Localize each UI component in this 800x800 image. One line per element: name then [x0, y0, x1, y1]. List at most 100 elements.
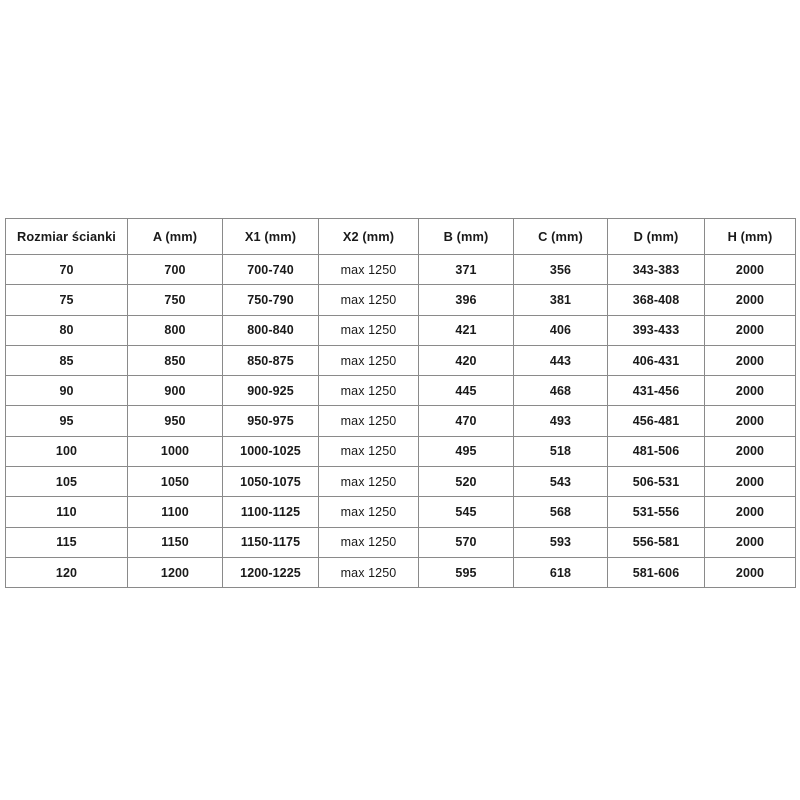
cell-r4-c0: 90	[5, 375, 128, 407]
cell-r5-c5: 493	[513, 405, 608, 437]
cell-r7-c5: 543	[513, 466, 608, 498]
cell-r5-c7: 2000	[704, 405, 796, 437]
cell-r5-c2: 950-975	[222, 405, 319, 437]
cell-r2-c6: 393-433	[607, 314, 705, 346]
table-body: 70 700 700-740 max 1250 371 356 343-383 2000 75 7…	[5, 253, 796, 589]
cell-r10-c1: 1200	[127, 556, 223, 589]
cell-r4-c3: max 1250	[318, 375, 419, 407]
cell-r7-c2: 1050-1075	[222, 466, 319, 498]
cell-r8-c1: 1100	[127, 496, 223, 528]
cell-r8-c0: 110	[5, 496, 128, 528]
cell-r9-c0: 115	[5, 526, 128, 558]
cell-r10-c0: 120	[5, 556, 128, 589]
cell-r7-c4: 520	[418, 466, 514, 498]
cell-r1-c3: max 1250	[318, 284, 419, 316]
cell-r1-c1: 750	[127, 284, 223, 316]
cell-r8-c5: 568	[513, 496, 608, 528]
cell-r9-c5: 593	[513, 526, 608, 558]
cell-r2-c3: max 1250	[318, 314, 419, 346]
table-row: 110 1100 1100-1125 max 1250 545 568 531-556 200…	[5, 496, 796, 528]
cell-r5-c3: max 1250	[318, 405, 419, 437]
cell-r1-c4: 396	[418, 284, 514, 316]
cell-r2-c1: 800	[127, 314, 223, 346]
table-row: 85 850 850-875 max 1250 420 443 406-431 2000	[5, 344, 796, 377]
cell-r1-c2: 750-790	[222, 284, 319, 316]
cell-r6-c0: 100	[5, 435, 128, 468]
cell-r10-c3: max 1250	[318, 556, 419, 589]
cell-r5-c4: 470	[418, 405, 514, 437]
cell-r6-c6: 481-506	[607, 435, 705, 468]
cell-r9-c4: 570	[418, 526, 514, 558]
cell-r0-c1: 700	[127, 253, 223, 286]
cell-r4-c1: 900	[127, 375, 223, 407]
cell-r3-c5: 443	[513, 344, 608, 377]
cell-r3-c1: 850	[127, 344, 223, 377]
cell-r3-c0: 85	[5, 344, 128, 377]
table-header-row: Rozmiar ścianki A (mm) X1 (mm) X2 (mm) B (mm…	[5, 218, 796, 255]
cell-r10-c5: 618	[513, 556, 608, 589]
column-header-2: X1 (mm)	[222, 218, 319, 255]
cell-r0-c7: 2000	[704, 253, 796, 286]
cell-r10-c2: 1200-1225	[222, 556, 319, 589]
cell-r0-c6: 343-383	[607, 253, 705, 286]
column-header-1: A (mm)	[127, 218, 223, 255]
cell-r9-c2: 1150-1175	[222, 526, 319, 558]
table-row: 95 950 950-975 max 1250 470 493 456-481 2000	[5, 405, 796, 437]
cell-r3-c3: max 1250	[318, 344, 419, 377]
cell-r2-c7: 2000	[704, 314, 796, 346]
cell-r7-c7: 2000	[704, 466, 796, 498]
cell-r8-c4: 545	[418, 496, 514, 528]
cell-r0-c3: max 1250	[318, 253, 419, 286]
cell-r2-c4: 421	[418, 314, 514, 346]
cell-r9-c3: max 1250	[318, 526, 419, 558]
column-header-5: C (mm)	[513, 218, 608, 255]
column-header-6: D (mm)	[607, 218, 705, 255]
cell-r7-c6: 506-531	[607, 466, 705, 498]
cell-r2-c0: 80	[5, 314, 128, 346]
cell-r9-c1: 1150	[127, 526, 223, 558]
table-header: Rozmiar ścianki A (mm) X1 (mm) X2 (mm) B (mm…	[5, 218, 796, 255]
cell-r0-c2: 700-740	[222, 253, 319, 286]
table-row: 120 1200 1200-1225 max 1250 595 618 581-606 200…	[5, 556, 796, 589]
table-row: 115 1150 1150-1175 max 1250 570 593 556-581 200…	[5, 526, 796, 558]
cell-r6-c5: 518	[513, 435, 608, 468]
table-row: 80 800 800-840 max 1250 421 406 393-433 2000	[5, 314, 796, 346]
cell-r3-c2: 850-875	[222, 344, 319, 377]
cell-r10-c4: 595	[418, 556, 514, 589]
cell-r3-c7: 2000	[704, 344, 796, 377]
specification-table: Rozmiar ścianki A (mm) X1 (mm) X2 (mm) B (mm…	[5, 218, 796, 589]
cell-r0-c5: 356	[513, 253, 608, 286]
cell-r3-c6: 406-431	[607, 344, 705, 377]
specification-table-container: Rozmiar ścianki A (mm) X1 (mm) X2 (mm) B (mm…	[5, 218, 796, 589]
cell-r3-c4: 420	[418, 344, 514, 377]
table-row: 105 1050 1050-1075 max 1250 520 543 506-531 200…	[5, 466, 796, 498]
cell-r2-c5: 406	[513, 314, 608, 346]
cell-r4-c2: 900-925	[222, 375, 319, 407]
cell-r9-c6: 556-581	[607, 526, 705, 558]
cell-r8-c3: max 1250	[318, 496, 419, 528]
cell-r5-c0: 95	[5, 405, 128, 437]
cell-r6-c7: 2000	[704, 435, 796, 468]
cell-r1-c6: 368-408	[607, 284, 705, 316]
cell-r10-c6: 581-606	[607, 556, 705, 589]
cell-r8-c6: 531-556	[607, 496, 705, 528]
cell-r1-c0: 75	[5, 284, 128, 316]
cell-r6-c2: 1000-1025	[222, 435, 319, 468]
cell-r1-c7: 2000	[704, 284, 796, 316]
cell-r7-c1: 1050	[127, 466, 223, 498]
cell-r0-c0: 70	[5, 253, 128, 286]
cell-r7-c0: 105	[5, 466, 128, 498]
cell-r6-c1: 1000	[127, 435, 223, 468]
cell-r6-c4: 495	[418, 435, 514, 468]
column-header-3: X2 (mm)	[318, 218, 419, 255]
cell-r4-c7: 2000	[704, 375, 796, 407]
cell-r6-c3: max 1250	[318, 435, 419, 468]
table-row: 100 1000 1000-1025 max 1250 495 518 481-506 200…	[5, 435, 796, 468]
cell-r1-c5: 381	[513, 284, 608, 316]
cell-r4-c4: 445	[418, 375, 514, 407]
cell-r4-c6: 431-456	[607, 375, 705, 407]
table-row: 75 750 750-790 max 1250 396 381 368-408 2000	[5, 284, 796, 316]
cell-r2-c2: 800-840	[222, 314, 319, 346]
cell-r9-c7: 2000	[704, 526, 796, 558]
